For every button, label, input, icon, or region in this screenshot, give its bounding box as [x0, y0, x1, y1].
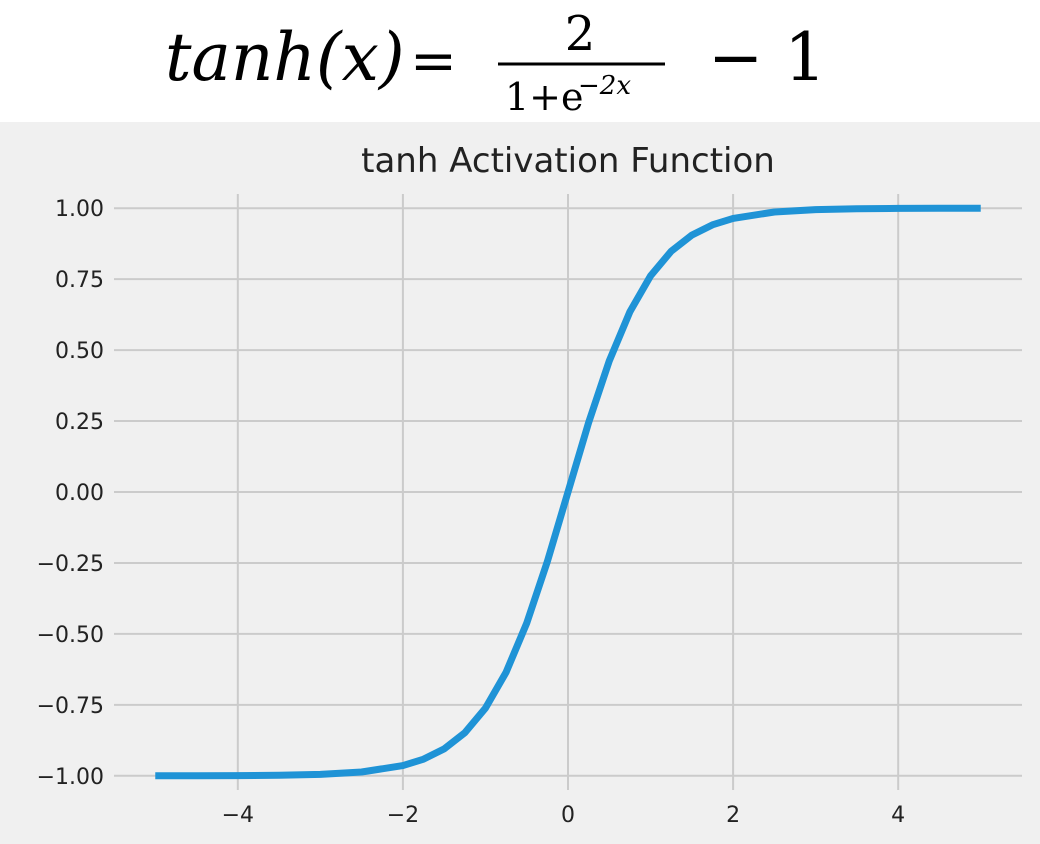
series-layer [155, 204, 981, 780]
formula-denominator-base: 1+e [505, 75, 584, 119]
y-tick-label: 0.00 [55, 481, 104, 506]
y-tick-label: −0.25 [37, 552, 104, 577]
formula-equals: = [410, 29, 457, 94]
x-tick-label: −4 [222, 803, 254, 828]
tanh-curve-line [155, 204, 981, 780]
y-tick-label: 1.00 [55, 197, 104, 222]
y-tick-label: −1.00 [37, 765, 104, 790]
formula-numerator: 2 [565, 6, 596, 62]
x-tick-label: 0 [561, 803, 575, 828]
x-tick-label: 4 [891, 803, 905, 828]
tick-labels: −4 −2 0 2 4 1.00 0.75 0.50 0.25 0.00 −0.25 −0.50 −0.… [37, 197, 906, 828]
y-tick-label: 0.75 [55, 268, 104, 293]
formula-lhs: tanh(x) [165, 19, 405, 96]
x-tick-label: −2 [387, 803, 419, 828]
y-tick-label: 0.50 [55, 339, 104, 364]
formula-svg: tanh(x) = 2 1+e −2x − 1 [165, 6, 826, 119]
y-tick-label: 0.25 [55, 410, 104, 435]
grid-layer [114, 194, 1022, 790]
formula-minus-one: − 1 [708, 19, 826, 96]
chart-title: tanh Activation Function [361, 141, 775, 181]
y-tick-label: −0.75 [37, 694, 104, 719]
chart-panel: tanh Activation Function −4 −2 0 2 4 1.00 0.75… [0, 122, 1040, 844]
formula-denominator-exponent: −2x [578, 71, 631, 101]
tanh-chart: tanh Activation Function −4 −2 0 2 4 1.00 0.75… [37, 141, 1022, 828]
y-tick-label: −0.50 [37, 623, 104, 648]
formula-header: tanh(x) = 2 1+e −2x − 1 [0, 0, 1040, 122]
x-tick-label: 2 [726, 803, 740, 828]
